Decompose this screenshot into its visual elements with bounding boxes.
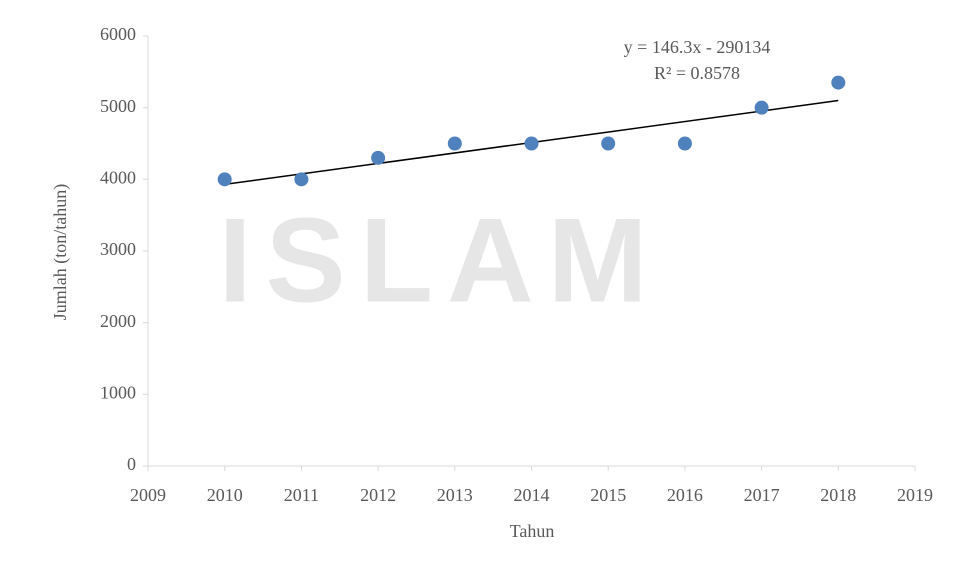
x-tick-label: 2018 bbox=[820, 485, 856, 505]
x-axis-label: Tahun bbox=[510, 521, 555, 541]
y-tick-label: 1000 bbox=[100, 382, 136, 402]
x-tick-label: 2019 bbox=[897, 485, 933, 505]
x-tick-label: 2010 bbox=[207, 485, 243, 505]
point bbox=[217, 172, 232, 187]
y-tick-label: 0 bbox=[127, 454, 136, 474]
x-tick-label: 2009 bbox=[130, 485, 166, 505]
x-tick-label: 2015 bbox=[590, 485, 626, 505]
point bbox=[524, 136, 539, 151]
y-tick-label: 2000 bbox=[100, 311, 136, 331]
x-tick-label: 2012 bbox=[360, 485, 396, 505]
x-tick-label: 2011 bbox=[284, 485, 319, 505]
point bbox=[371, 150, 386, 165]
x-tick-label: 2013 bbox=[437, 485, 473, 505]
y-axis-label: Jumlah (ton/tahun) bbox=[50, 184, 71, 320]
trendline-r2: R² = 0.8578 bbox=[654, 63, 740, 83]
watermark: ISLAM bbox=[218, 194, 661, 328]
point bbox=[754, 100, 769, 115]
point bbox=[601, 136, 616, 151]
y-tick-label: 3000 bbox=[100, 239, 136, 259]
point bbox=[294, 172, 309, 187]
point bbox=[831, 75, 846, 90]
point bbox=[677, 136, 692, 151]
trendline-equation: y = 146.3x - 290134 bbox=[624, 37, 771, 57]
x-tick-label: 2016 bbox=[667, 485, 703, 505]
y-tick-label: 5000 bbox=[100, 96, 136, 116]
x-tick-label: 2014 bbox=[514, 485, 550, 505]
y-tick-label: 4000 bbox=[100, 167, 136, 187]
x-tick-label: 2017 bbox=[744, 485, 780, 505]
y-tick-label: 6000 bbox=[100, 24, 136, 44]
point bbox=[447, 136, 462, 151]
